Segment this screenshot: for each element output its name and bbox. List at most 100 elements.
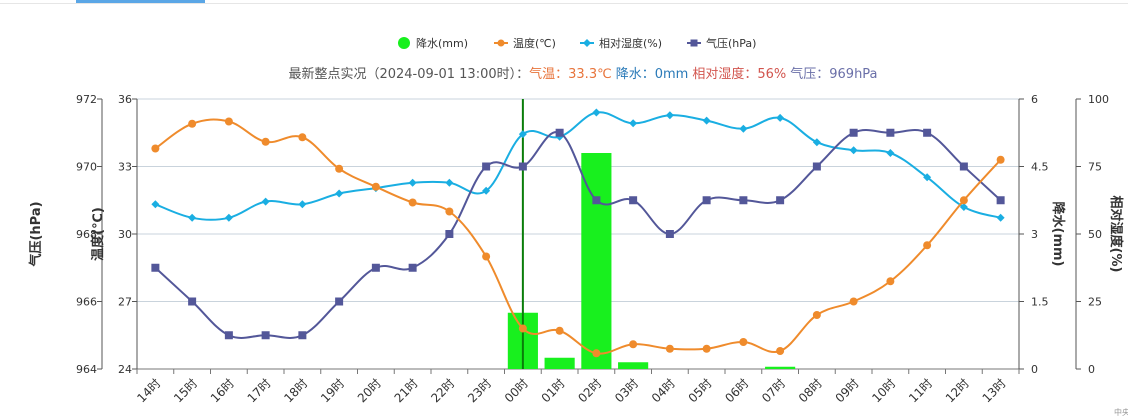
x-tick-label: 12时 <box>943 376 972 405</box>
axis-tick-label-temp: 24 <box>118 363 132 376</box>
x-tick-label: 05时 <box>686 376 715 405</box>
point-temp <box>629 340 638 349</box>
subtitle-temp-value: 33.3℃ <box>568 67 612 82</box>
point-humidity <box>776 113 785 122</box>
axis-tick-label-pressure: 968 <box>76 228 97 241</box>
axis-tick-label-pressure: 972 <box>76 93 97 106</box>
axis-tick-label-temp: 27 <box>118 296 132 309</box>
series-line-temp <box>154 118 1002 355</box>
axis-title-temp: 温度(℃) <box>90 207 106 261</box>
point-temp <box>408 198 417 207</box>
x-tick-label: 17时 <box>245 376 274 405</box>
series-lines <box>151 108 1005 358</box>
point-pressure <box>224 331 233 340</box>
point-pressure <box>959 162 968 171</box>
point-humidity <box>849 146 858 155</box>
legend-item-precip[interactable]: 降水(mm) <box>398 36 468 50</box>
point-pressure <box>996 196 1005 205</box>
axis-tick-label-humidity: 100 <box>1088 93 1109 106</box>
legend-item-temp[interactable]: 温度(℃) <box>494 36 556 50</box>
point-humidity <box>408 178 417 187</box>
point-pressure <box>923 128 932 137</box>
point-temp <box>849 297 858 306</box>
x-tick-label: 13时 <box>980 376 1009 405</box>
point-humidity <box>224 213 233 222</box>
point-humidity <box>739 124 748 133</box>
point-humidity <box>482 186 491 195</box>
point-pressure <box>445 230 454 238</box>
top-divider <box>0 3 1128 4</box>
point-pressure <box>482 162 491 171</box>
subtitle-pressure-value: 969hPa <box>829 67 877 82</box>
point-temp <box>886 277 895 286</box>
x-tick-label: 15时 <box>171 376 200 405</box>
point-temp <box>665 344 674 353</box>
axis-tick-label-precip: 3 <box>1031 228 1038 241</box>
point-pressure <box>371 263 380 272</box>
legend[interactable]: 降水(mm) 温度(℃) 相对湿度(%) 气压(hPa) <box>398 36 756 50</box>
precip-bar <box>581 153 612 369</box>
point-pressure <box>665 230 674 238</box>
axis-tick-label-pressure: 964 <box>76 363 97 376</box>
x-tick-label: 19时 <box>318 376 347 405</box>
point-temp <box>335 164 344 173</box>
legend-label-precip: 降水(mm) <box>416 36 468 50</box>
point-humidity <box>335 189 344 198</box>
axis-tick-label-temp: 36 <box>118 93 132 106</box>
point-humidity <box>592 108 601 117</box>
legend-label-temp: 温度(℃) <box>513 36 556 50</box>
axis-title-humidity: 相对湿度(%) <box>1108 196 1124 273</box>
subtitle-humidity-label: 相对湿度： <box>692 66 757 82</box>
point-pressure <box>151 263 160 272</box>
legend-item-humidity[interactable]: 相对湿度(%) <box>580 36 662 50</box>
legend-label-humidity: 相对湿度(%) <box>599 36 662 50</box>
active-tab-indicator <box>76 0 205 3</box>
legend-label-pressure: 气压(hPa) <box>706 36 756 50</box>
x-tick-label: 16时 <box>208 376 237 405</box>
axis-tick-label-temp: 30 <box>118 228 132 241</box>
x-tick-label: 00时 <box>502 376 531 405</box>
point-humidity <box>923 173 932 182</box>
subtitle-precip-label: 降水： <box>616 67 655 82</box>
point-pressure <box>408 263 417 272</box>
point-pressure <box>518 162 527 171</box>
point-humidity <box>518 130 527 139</box>
point-temp <box>702 344 711 353</box>
x-tick-label: 10时 <box>869 376 898 405</box>
point-humidity <box>629 119 638 128</box>
legend-symbol-humidity <box>583 39 591 47</box>
point-pressure <box>849 128 858 137</box>
point-pressure <box>592 196 601 205</box>
x-tick-label: 06时 <box>722 376 751 405</box>
point-humidity <box>886 149 895 157</box>
point-humidity <box>959 203 968 211</box>
x-tick-label: 03时 <box>612 376 641 405</box>
subtitle-prefix: 最新整点实况（2024-09-01 13:00时）： <box>288 66 529 82</box>
legend-item-pressure[interactable]: 气压(hPa) <box>687 36 756 50</box>
point-humidity <box>261 197 270 206</box>
axis-tick-label-humidity: 75 <box>1088 161 1102 174</box>
x-tick-label: 21时 <box>392 376 421 405</box>
point-temp <box>298 133 307 142</box>
point-pressure <box>261 331 270 340</box>
axis-tick-label-precip: 4.5 <box>1031 161 1049 174</box>
x-tick-label: 02时 <box>575 376 604 405</box>
point-humidity <box>298 200 307 209</box>
point-pressure <box>702 196 711 205</box>
axis-tick-label-pressure: 970 <box>76 161 97 174</box>
axis-tick-label-humidity: 50 <box>1088 228 1102 241</box>
subtitle-humidity-value: 56% <box>757 67 786 82</box>
x-tick-label: 18时 <box>281 376 310 405</box>
point-pressure <box>812 162 821 171</box>
x-tick-label: 11时 <box>906 376 935 405</box>
axis-tick-label-temp: 33 <box>118 161 132 174</box>
precip-bar <box>618 362 649 369</box>
x-tick-label: 01时 <box>539 376 568 405</box>
point-humidity <box>665 111 674 120</box>
point-pressure <box>739 196 748 205</box>
point-temp <box>482 252 491 261</box>
point-humidity <box>702 116 711 125</box>
chart-subtitle: 最新整点实况（2024-09-01 13:00时）：气温：33.3℃ 降水：0mm… <box>288 66 877 82</box>
x-tick-label: 04时 <box>649 376 678 405</box>
